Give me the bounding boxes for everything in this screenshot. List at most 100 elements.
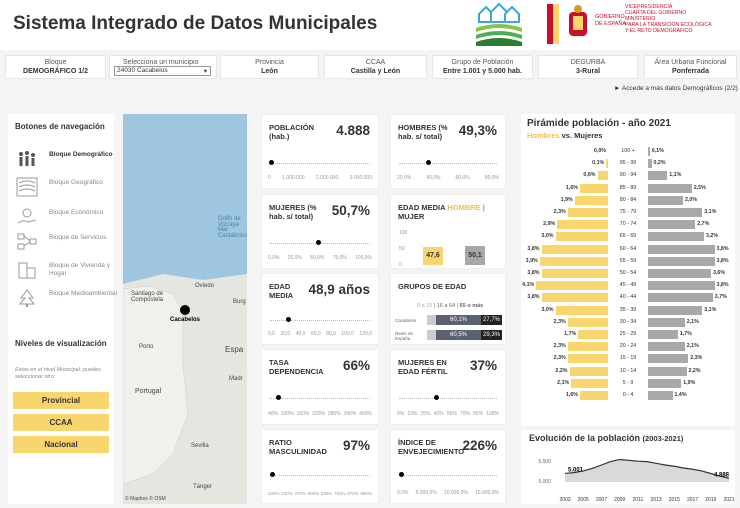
bar-mujeres [648, 256, 715, 266]
tick: 0,0% [397, 490, 409, 496]
bar-mujeres [648, 171, 668, 181]
x-tick: 2021 [723, 497, 734, 503]
gov-text: DE ESPAÑA [595, 20, 627, 27]
age-label: 60 - 64 [619, 245, 637, 252]
age-label: 0 - 4 [622, 392, 634, 398]
dot-strip [399, 398, 497, 399]
age-label: 65 - 69 [619, 233, 637, 240]
filter-value: Ponferrada [672, 68, 709, 75]
bar-mujeres [648, 330, 678, 339]
filter-ccaa[interactable]: CCAA Castilla y León [324, 55, 427, 79]
dot-strip [399, 475, 497, 476]
municipio-marker[interactable] [180, 305, 190, 315]
tick: 60,0% [455, 175, 470, 181]
age-label: 20 - 24 [619, 343, 637, 350]
dot-strip [270, 475, 370, 476]
bar-hombres [571, 378, 608, 388]
label-hombres: 2,3% [553, 209, 566, 215]
pyramid-subtitle: Hombres vs. Mujeres [527, 131, 602, 140]
bar-mujeres [648, 366, 687, 376]
money-hand-icon [17, 208, 37, 224]
card-grupos-edad[interactable]: GRUPOS DE EDAD 0 a 15 | 16 a 64 | 65 o m… [390, 273, 506, 345]
label-mujeres: 2,2% [688, 367, 701, 374]
tick: 280% [327, 411, 341, 417]
filter-label: Área Urbana Funcional [654, 59, 727, 66]
card-poblacion[interactable]: POBLACIÓN (hab.) 4.888 0 1.000.000 2.000.0… [261, 114, 379, 189]
label-mujeres: 3,8% [716, 245, 729, 252]
age-label: 15 - 19 [619, 355, 637, 362]
card-title: GRUPOS DE EDAD [398, 282, 467, 291]
dot-strip [270, 398, 370, 399]
levels-title: Niveles de visualización [15, 339, 107, 348]
card-hombres[interactable]: HOMBRES (% hab. s/ total) 49,3% 20,0% 40,… [390, 114, 506, 189]
tick: 75,0% [332, 255, 347, 261]
nacional-button[interactable]: Nacional [13, 436, 109, 453]
municipio-select[interactable]: 24030 Cacabelos ▾ [114, 66, 211, 76]
filter-degurba[interactable]: DEGURBA 3-Rural [538, 55, 638, 79]
card-edad-media-sexo[interactable]: EDAD MEDIA HOMBRE | MUJER 100 50 0 47,6 50… [390, 194, 506, 269]
card-title: POBLACIÓN (hab.) [269, 123, 314, 141]
tick: 100 [399, 230, 408, 236]
bar-mujeres [648, 159, 652, 169]
more-data-link[interactable]: ► Accede a más datos Demográficos (2/2) [614, 85, 738, 92]
filter-value: DEMOGRÁFICO 1/2 [23, 68, 88, 75]
bar-hombres [555, 305, 608, 315]
flag-stripe [553, 4, 559, 44]
filter-area-urbana[interactable]: Área Urbana Funcional Ponferrada [644, 55, 737, 79]
card-edad-media[interactable]: EDAD MEDIA 48,9 años 0,0 20,0 40,0 60,0 80,0… [261, 273, 379, 345]
ccaa-button[interactable]: CCAA [13, 414, 109, 431]
card-mujeres[interactable]: MUJERES (% hab. s/ total) 50,7% 0,0% 25,0… [261, 194, 379, 269]
tick: 20,0% [397, 175, 412, 181]
x-tick: 2007 [596, 497, 607, 503]
gov-text: Y EL RETO DEMOGRÁFICO [625, 28, 693, 34]
tick: 40,0% [426, 175, 441, 181]
select-value: 24030 Cacabelos [117, 67, 168, 74]
filter-provincia[interactable]: Provincia León [220, 55, 319, 79]
legend-item: 0 a 15 [417, 303, 433, 309]
card-ratio-masculinidad[interactable]: RATIO MASCULINIDAD 97% 120% 240% 370% 500% 6… [261, 429, 379, 504]
map-label: Porto [139, 344, 154, 350]
bar-hombres [567, 317, 608, 327]
value-marker [269, 160, 274, 165]
bar-mujer: 50,1 [465, 246, 485, 265]
gobierno-logo: GOBIERNO DE ESPAÑA VICEPRESIDENCIA CUART… [547, 2, 737, 46]
bar-mujeres [648, 244, 715, 254]
card-axis: 0 1.000.000 2.000.000 3.000.000 [268, 175, 372, 181]
evolution-panel: Evolución de la población (2003-2021) 5.… [521, 430, 735, 504]
map-label: Cacabelos [170, 317, 201, 323]
filter-grupo-poblacion[interactable]: Grupo de Población Entre 1.001 y 5.000 ha… [432, 55, 533, 79]
label-hombres: 2,3% [553, 355, 566, 362]
tick: 0,0% [268, 255, 280, 261]
bar-mujeres [648, 354, 689, 364]
bar-hombres [541, 269, 608, 278]
bar-mujeres [648, 342, 685, 352]
card-axis: 20,0% 40,0% 60,0% 80,0% [397, 175, 499, 181]
grupo-row-label: Resto de España [395, 331, 414, 341]
filter-bloque[interactable]: Bloque DEMOGRÁFICO 1/2 [5, 55, 106, 79]
card-indice-envejecimiento[interactable]: ÍNDICE DE ENVEJECIMIENTO 226% 0,0% 5.000,… [390, 429, 506, 504]
map-land [123, 274, 247, 504]
map-label: Mar Cantábrico [218, 227, 247, 239]
bar-mujeres [648, 293, 713, 303]
label-mujeres: 1,7% [679, 331, 692, 337]
y-tick: 5.000 [538, 479, 551, 485]
card-tasa-dependencia[interactable]: TASA DEPENDENCIA 66% 40% 100% 160% 220% 280%… [261, 349, 379, 425]
grupos-legend: 0 a 15 | 16 a 64 | 65 o más [417, 303, 484, 309]
value-marker [399, 472, 404, 477]
bar-hombres [569, 366, 608, 376]
location-map[interactable]: Golfo de Vizcaya Mar Cantábrico Santiago… [123, 114, 247, 504]
tick: 370% [294, 491, 306, 496]
bar-hombres [567, 208, 608, 217]
map-credit: © Mapbox © OSM [125, 496, 166, 502]
tick: 100,0% [355, 255, 372, 261]
gov-text: PARA LA TRANSICIÓN ECOLÓGICA [625, 22, 712, 28]
label-hombres: 3,0% [541, 233, 554, 240]
label-mujeres: 3,6% [713, 270, 726, 276]
provincial-button[interactable]: Provincial [13, 392, 109, 409]
tick: 750% [334, 491, 346, 496]
tick: 60,0 [310, 331, 321, 337]
age-label: 30 - 34 [619, 318, 637, 325]
card-value: 226% [462, 438, 497, 453]
bar-hombre: 47,6 [423, 247, 443, 265]
card-mujeres-edad-fertil[interactable]: MUJERES EN EDAD FÉRTIL 37% 0% 10% 25% 40% 55… [390, 349, 506, 425]
